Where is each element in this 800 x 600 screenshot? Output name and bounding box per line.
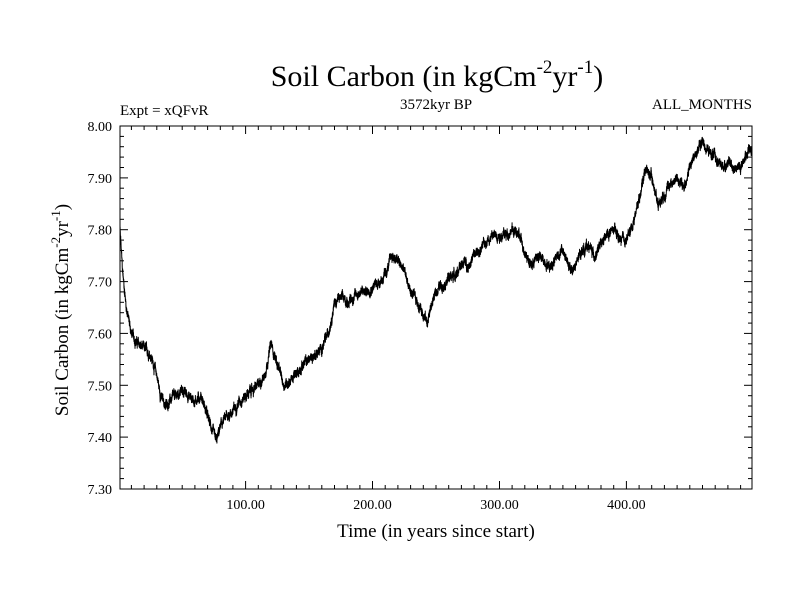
title-superscript-2: -1	[577, 57, 593, 78]
ylabel-close-paren: )	[52, 204, 73, 210]
ylabel-main: Soil Carbon (in kgCm	[52, 248, 73, 417]
y-axis-label: Soil Carbon (in kgCm-2yr-1)	[48, 204, 73, 416]
plot-frame	[119, 125, 753, 490]
y-tick-label: 7.70	[88, 276, 113, 291]
x-tick-label: 400.00	[607, 498, 646, 513]
chart-title: Soil Carbon (in kgCm-2yr-1)	[271, 57, 604, 93]
tick-labels: 100.00 200.00 300.00 400.00 7.30 7.40 7.50 7.60…	[88, 120, 646, 513]
ylabel-superscript-1: -2	[48, 237, 63, 248]
title-main: Soil Carbon (in kgCm	[271, 60, 537, 93]
x-tick-label: 200.00	[353, 498, 392, 513]
y-tick-label: 7.40	[88, 431, 113, 446]
x-axis-label: Time (in years since start)	[337, 521, 535, 542]
title-superscript-1: -2	[537, 57, 553, 78]
y-tick-label: 7.90	[88, 172, 113, 187]
series-line-soil-carbon	[119, 136, 753, 444]
x-tick-label: 300.00	[480, 498, 519, 513]
y-tick-label: 7.30	[88, 483, 113, 498]
title-unit-yr: yr	[552, 60, 577, 93]
y-tick-label: 7.60	[88, 327, 113, 342]
y-tick-label: 7.50	[88, 379, 113, 394]
ylabel-unit-yr: yr	[52, 220, 73, 237]
ylabel-superscript-2: -1	[48, 210, 63, 221]
axis-ticks	[120, 125, 752, 490]
months-label: ALL_MONTHS	[652, 97, 752, 113]
y-tick-label: 8.00	[88, 120, 113, 135]
y-tick-label: 7.80	[88, 224, 113, 239]
experiment-label: Expt = xQFvR	[120, 103, 208, 119]
title-close-paren: )	[593, 60, 603, 93]
x-tick-label: 100.00	[226, 498, 265, 513]
period-label: 3572kyr BP	[400, 97, 472, 113]
